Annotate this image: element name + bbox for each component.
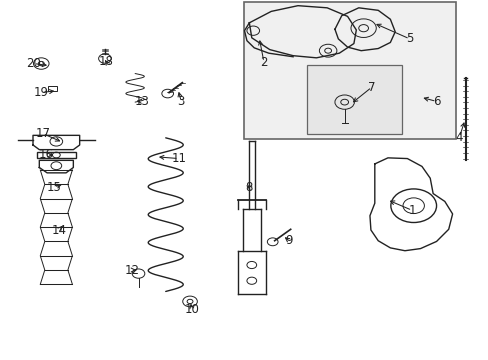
Text: 12: 12: [125, 264, 140, 276]
Text: 2: 2: [260, 55, 267, 69]
Text: 8: 8: [245, 181, 252, 194]
Text: 17: 17: [35, 127, 50, 140]
Text: 14: 14: [51, 224, 66, 237]
Text: 6: 6: [432, 95, 439, 108]
Text: 1: 1: [407, 204, 415, 217]
Text: 20: 20: [26, 57, 41, 70]
Bar: [243, 3, 455, 139]
Text: 18: 18: [98, 55, 113, 68]
Text: 11: 11: [171, 152, 186, 165]
Text: 13: 13: [135, 95, 149, 108]
Text: 7: 7: [367, 81, 375, 94]
Text: 3: 3: [177, 95, 184, 108]
Bar: [37, 152, 76, 158]
Text: 16: 16: [39, 148, 54, 162]
Text: 9: 9: [285, 234, 292, 247]
Text: 5: 5: [406, 32, 413, 45]
Bar: [306, 64, 401, 134]
Bar: [47, 86, 57, 91]
Text: 19: 19: [34, 86, 49, 99]
Text: 4: 4: [455, 131, 462, 144]
Text: 15: 15: [46, 181, 61, 194]
Text: 10: 10: [184, 303, 199, 316]
